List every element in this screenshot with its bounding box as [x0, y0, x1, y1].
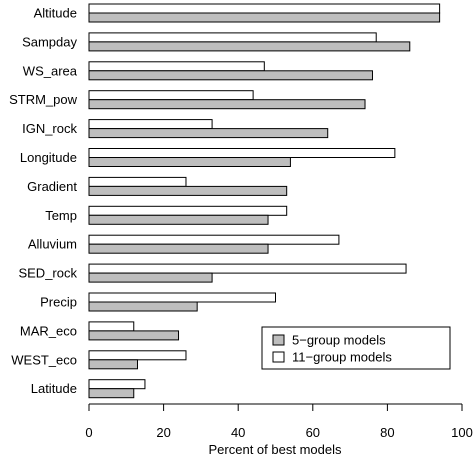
- bar-ign-rock-upper: [88, 119, 213, 130]
- bar-alluvium-lower: [88, 243, 269, 254]
- legend-label-11-group: 11−group models: [292, 350, 392, 365]
- bar-mar-eco-lower: [88, 330, 180, 341]
- x-tick-label-80: 80: [380, 425, 394, 440]
- bar-latitude-lower: [88, 388, 135, 399]
- x-tick-label-0: 0: [85, 425, 92, 440]
- bar-mar-eco-upper: [88, 321, 135, 332]
- legend-swatch-5-group: [272, 334, 285, 346]
- x-axis-label: Percent of best models: [209, 442, 342, 457]
- x-tick-label-20: 20: [156, 425, 170, 440]
- bar-sed-rock-lower: [88, 272, 213, 283]
- legend-swatch-11-group: [272, 351, 285, 363]
- bar-ws-area-lower: [88, 70, 373, 81]
- bar-sed-rock-upper: [88, 263, 407, 274]
- category-label-altitude: Altitude: [34, 6, 77, 21]
- bar-precip-upper: [88, 292, 276, 303]
- bar-altitude-lower: [88, 12, 441, 23]
- bar-gradient-upper: [88, 176, 187, 187]
- category-label-gradient: Gradient: [27, 179, 77, 194]
- legend-label-5-group: 5−group models: [292, 333, 386, 348]
- bar-precip-lower: [88, 301, 198, 312]
- category-label-mar-eco: MAR_eco: [20, 323, 77, 338]
- x-axis-ticks: 0 20 40 60 80 100: [85, 404, 473, 440]
- bar-west-eco-upper: [88, 350, 187, 361]
- legend: 5−group models 11−group models: [261, 326, 451, 370]
- bar-temp-lower: [88, 214, 269, 225]
- category-label-alluvium: Alluvium: [28, 237, 77, 252]
- category-label-precip: Precip: [40, 295, 77, 310]
- bar-sampday-upper: [88, 32, 377, 43]
- bar-west-eco-lower: [88, 359, 138, 370]
- category-label-longitude: Longitude: [20, 150, 77, 165]
- bar-latitude-upper: [88, 379, 146, 390]
- category-label-sed-rock: SED_rock: [18, 266, 77, 281]
- x-tick-label-100: 100: [451, 425, 473, 440]
- bar-longitude-upper: [88, 148, 396, 158]
- bar-longitude-lower: [88, 157, 291, 167]
- category-label-sampday: Sampday: [22, 34, 77, 49]
- category-label-ign-rock: IGN_rock: [22, 121, 77, 136]
- bar-strm-pow-upper: [88, 90, 254, 101]
- legend-box: [261, 326, 451, 370]
- bars-group: [88, 3, 441, 399]
- category-label-ws-area: WS_area: [23, 63, 78, 78]
- category-label-west-eco: WEST_eco: [11, 352, 77, 367]
- bar-ws-area-upper: [88, 61, 265, 72]
- bar-sampday-lower: [88, 41, 411, 52]
- bar-temp-upper: [88, 205, 288, 216]
- category-labels: Altitude Sampday WS_area STRM_pow IGN_rock Lo…: [9, 6, 78, 397]
- bar-strm-pow-lower: [88, 99, 366, 110]
- x-tick-label-60: 60: [306, 425, 320, 440]
- category-label-latitude: Latitude: [31, 381, 77, 396]
- category-label-strm-pow: STRM_pow: [9, 92, 78, 107]
- bar-gradient-lower: [88, 185, 288, 196]
- bar-altitude-upper: [88, 3, 441, 14]
- category-label-temp: Temp: [45, 208, 77, 223]
- bar-alluvium-upper: [88, 234, 340, 245]
- x-tick-label-40: 40: [231, 425, 245, 440]
- bar-ign-rock-lower: [88, 128, 329, 139]
